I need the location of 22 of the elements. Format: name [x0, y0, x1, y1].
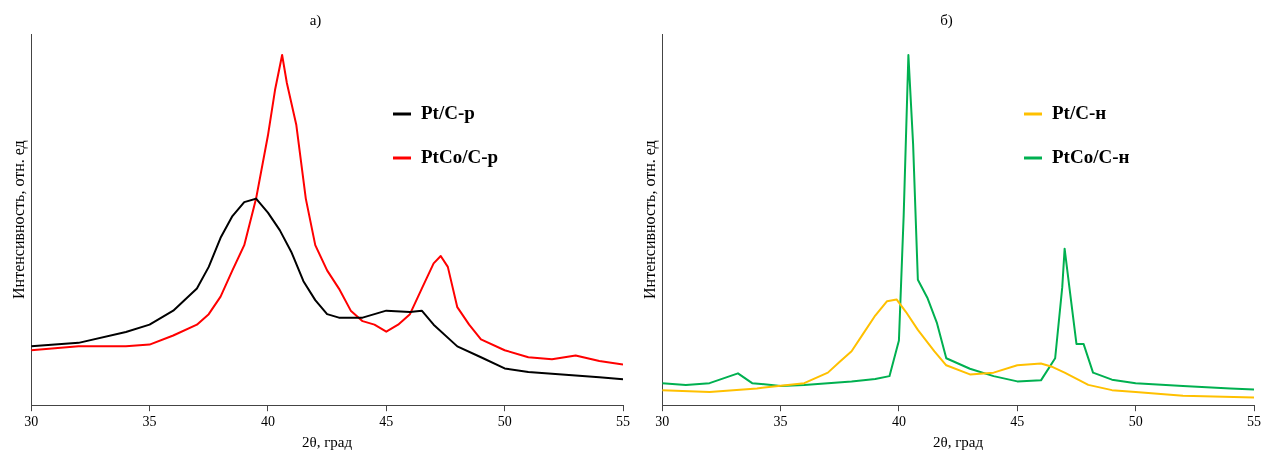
legend-label: Pt/C-н: [1052, 101, 1107, 123]
x-tick-label: 50: [497, 414, 512, 430]
legend-label: PtCo/C-н: [1052, 145, 1130, 167]
x-tick-label: 50: [1128, 414, 1143, 430]
x-tick-label: 45: [379, 414, 394, 430]
x-tick-label: 40: [891, 414, 906, 430]
x-axis-title: 2θ, град: [933, 433, 984, 450]
x-tick-label: 35: [773, 414, 788, 430]
x-tick-label: 55: [616, 414, 630, 430]
x-tick-label: 45: [1010, 414, 1025, 430]
x-axis-title: 2θ, град: [302, 433, 353, 450]
chart-title: б): [940, 11, 953, 29]
chart-title: а): [309, 11, 322, 29]
y-axis-title: Интенсивность, отн. ед: [9, 140, 28, 299]
x-tick-label: 55: [1247, 414, 1261, 430]
x-tick-label: 35: [142, 414, 157, 430]
x-tick-label: 30: [24, 414, 39, 430]
x-tick-label: 30: [655, 414, 670, 430]
y-axis-title: Интенсивность, отн. ед: [640, 140, 659, 299]
x-tick-label: 40: [260, 414, 275, 430]
legend-label: Pt/C-p: [421, 101, 475, 123]
legend-label: PtCo/C-p: [421, 145, 499, 167]
